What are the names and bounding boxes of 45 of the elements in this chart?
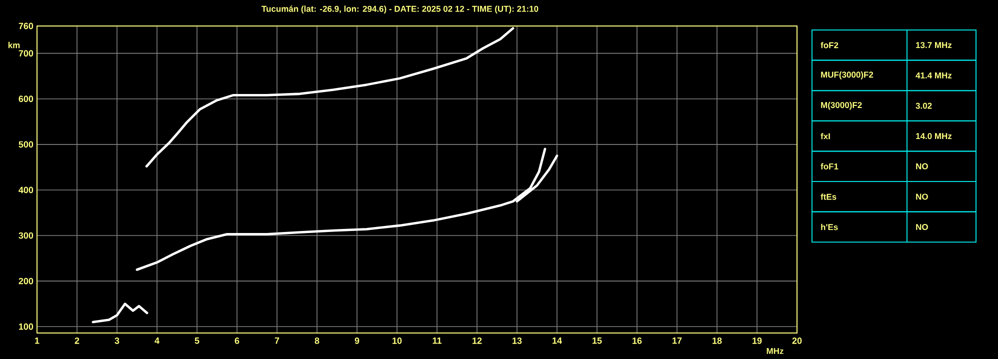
y-tick-label: 100: [19, 323, 34, 330]
x-tick-label: 3: [114, 338, 120, 344]
y-tick-label: 300: [18, 232, 34, 239]
x-tick-label: 13: [512, 338, 522, 344]
x-tick-label: 4: [154, 338, 160, 344]
y-axis-title: km: [8, 42, 20, 48]
y-tick-label: 700: [18, 50, 34, 57]
x-tick-label: 19: [752, 338, 762, 344]
x-tick-label: 10: [392, 338, 402, 344]
text: NO: [916, 194, 928, 200]
text: foF1: [820, 163, 838, 170]
x-tick-label: 5: [194, 338, 200, 344]
text: 14.0 MHz: [916, 133, 952, 140]
text: 13.7 MHz: [916, 42, 952, 48]
text: NO: [916, 224, 928, 230]
y-tick-label: 500: [18, 141, 34, 148]
chart-title: Tucumán (lat: -26.9, lon: 294.6) - DATE: 2025 02 12 - TIME (UT): 21:10: [262, 6, 538, 14]
text: 3.02: [916, 102, 932, 109]
x-axis-title: MHz: [766, 348, 784, 354]
x-tick-label: 14: [552, 338, 562, 344]
y-tick-label: 400: [18, 186, 34, 194]
text: fxI: [820, 133, 830, 140]
text: NO: [916, 163, 928, 170]
x-tick-label: 12: [472, 338, 482, 344]
text: h'Es: [821, 224, 838, 230]
y-tick-label: 600: [18, 96, 34, 102]
y-tick-label: 200: [18, 278, 34, 284]
x-tick-label: 18: [712, 338, 722, 344]
x-tick-label: 15: [592, 338, 602, 344]
text: M(3000)F2: [821, 102, 862, 110]
text: ftEs: [820, 194, 836, 200]
x-tick-label: 7: [274, 338, 280, 344]
x-tick-label: 9: [354, 338, 360, 344]
x-tick-label: 17: [672, 338, 682, 344]
x-tick-label: 2: [74, 338, 80, 344]
x-tick-label: 11: [432, 338, 442, 344]
x-tick-label: 16: [632, 338, 642, 344]
x-tick-label: 1: [35, 338, 40, 344]
x-tick-label: 20: [792, 338, 802, 344]
y-tick-label: 760: [18, 22, 34, 30]
text: foF2: [820, 42, 838, 48]
x-tick-label: 8: [314, 338, 320, 344]
text: MUF(3000)F2: [821, 71, 874, 80]
x-tick-label: 6: [234, 338, 240, 344]
text: 41.4 MHz: [916, 72, 952, 78]
